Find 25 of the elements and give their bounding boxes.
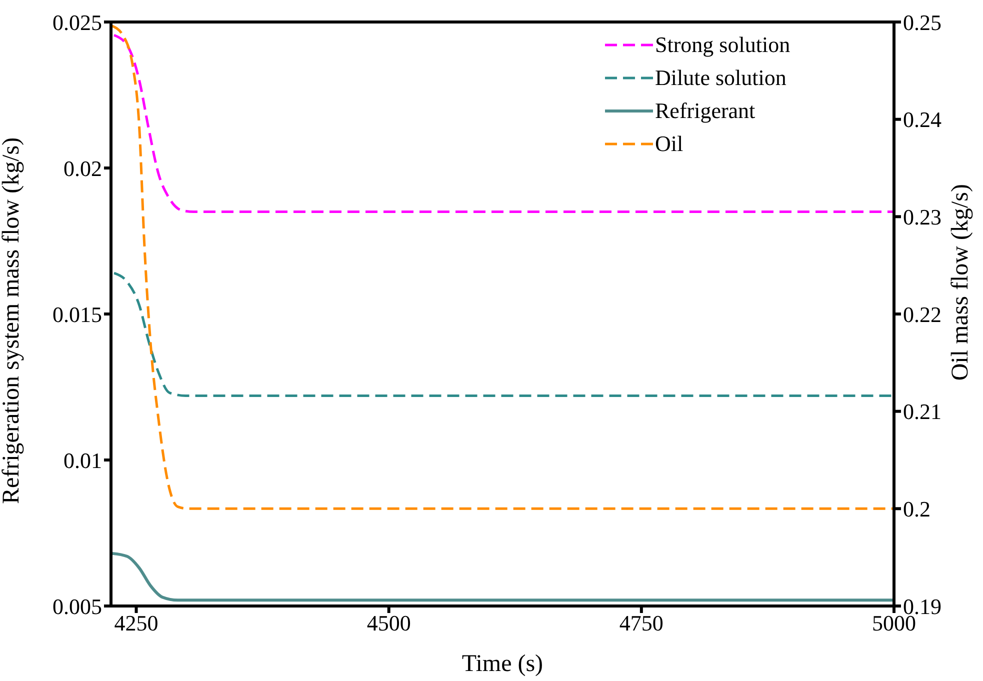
y-tick-label: 0.025 [52, 10, 102, 35]
x-tick-label: 4750 [619, 610, 664, 636]
y2-tick-label: 0.22 [903, 302, 942, 327]
line-series [112, 34, 894, 214]
y2-tick-label: 0.21 [903, 399, 942, 424]
y-axis-title: Refrigeration system mass flow (kg/s) [0, 137, 25, 504]
y-tick-label: 0.005 [52, 594, 102, 619]
legend-label: Oil [655, 130, 684, 158]
x-tick-label: 4500 [366, 610, 411, 636]
line-series [111, 24, 894, 510]
legend-label: Strong solution [655, 31, 790, 59]
x-axis-title: Time (s) [462, 651, 544, 677]
line-series [111, 552, 894, 602]
y2-tick-label: 0.24 [903, 107, 942, 132]
y2-tick-label: 0.2 [903, 496, 930, 522]
y-tick-label: 0.02 [64, 156, 102, 181]
y-tick-label: 0.01 [64, 448, 102, 473]
x-tick-label: 4250 [114, 610, 158, 636]
y-tick-label: 0.015 [52, 302, 102, 327]
legend-label: Refrigerant [655, 97, 756, 125]
line-series [112, 272, 894, 398]
y2-tick-label: 0.23 [903, 204, 942, 230]
legend-label: Dilute solution [655, 64, 786, 92]
y2-tick-label: 0.25 [903, 10, 942, 35]
y2-axis-title: Oil mass flow (kg/s) [948, 184, 974, 381]
